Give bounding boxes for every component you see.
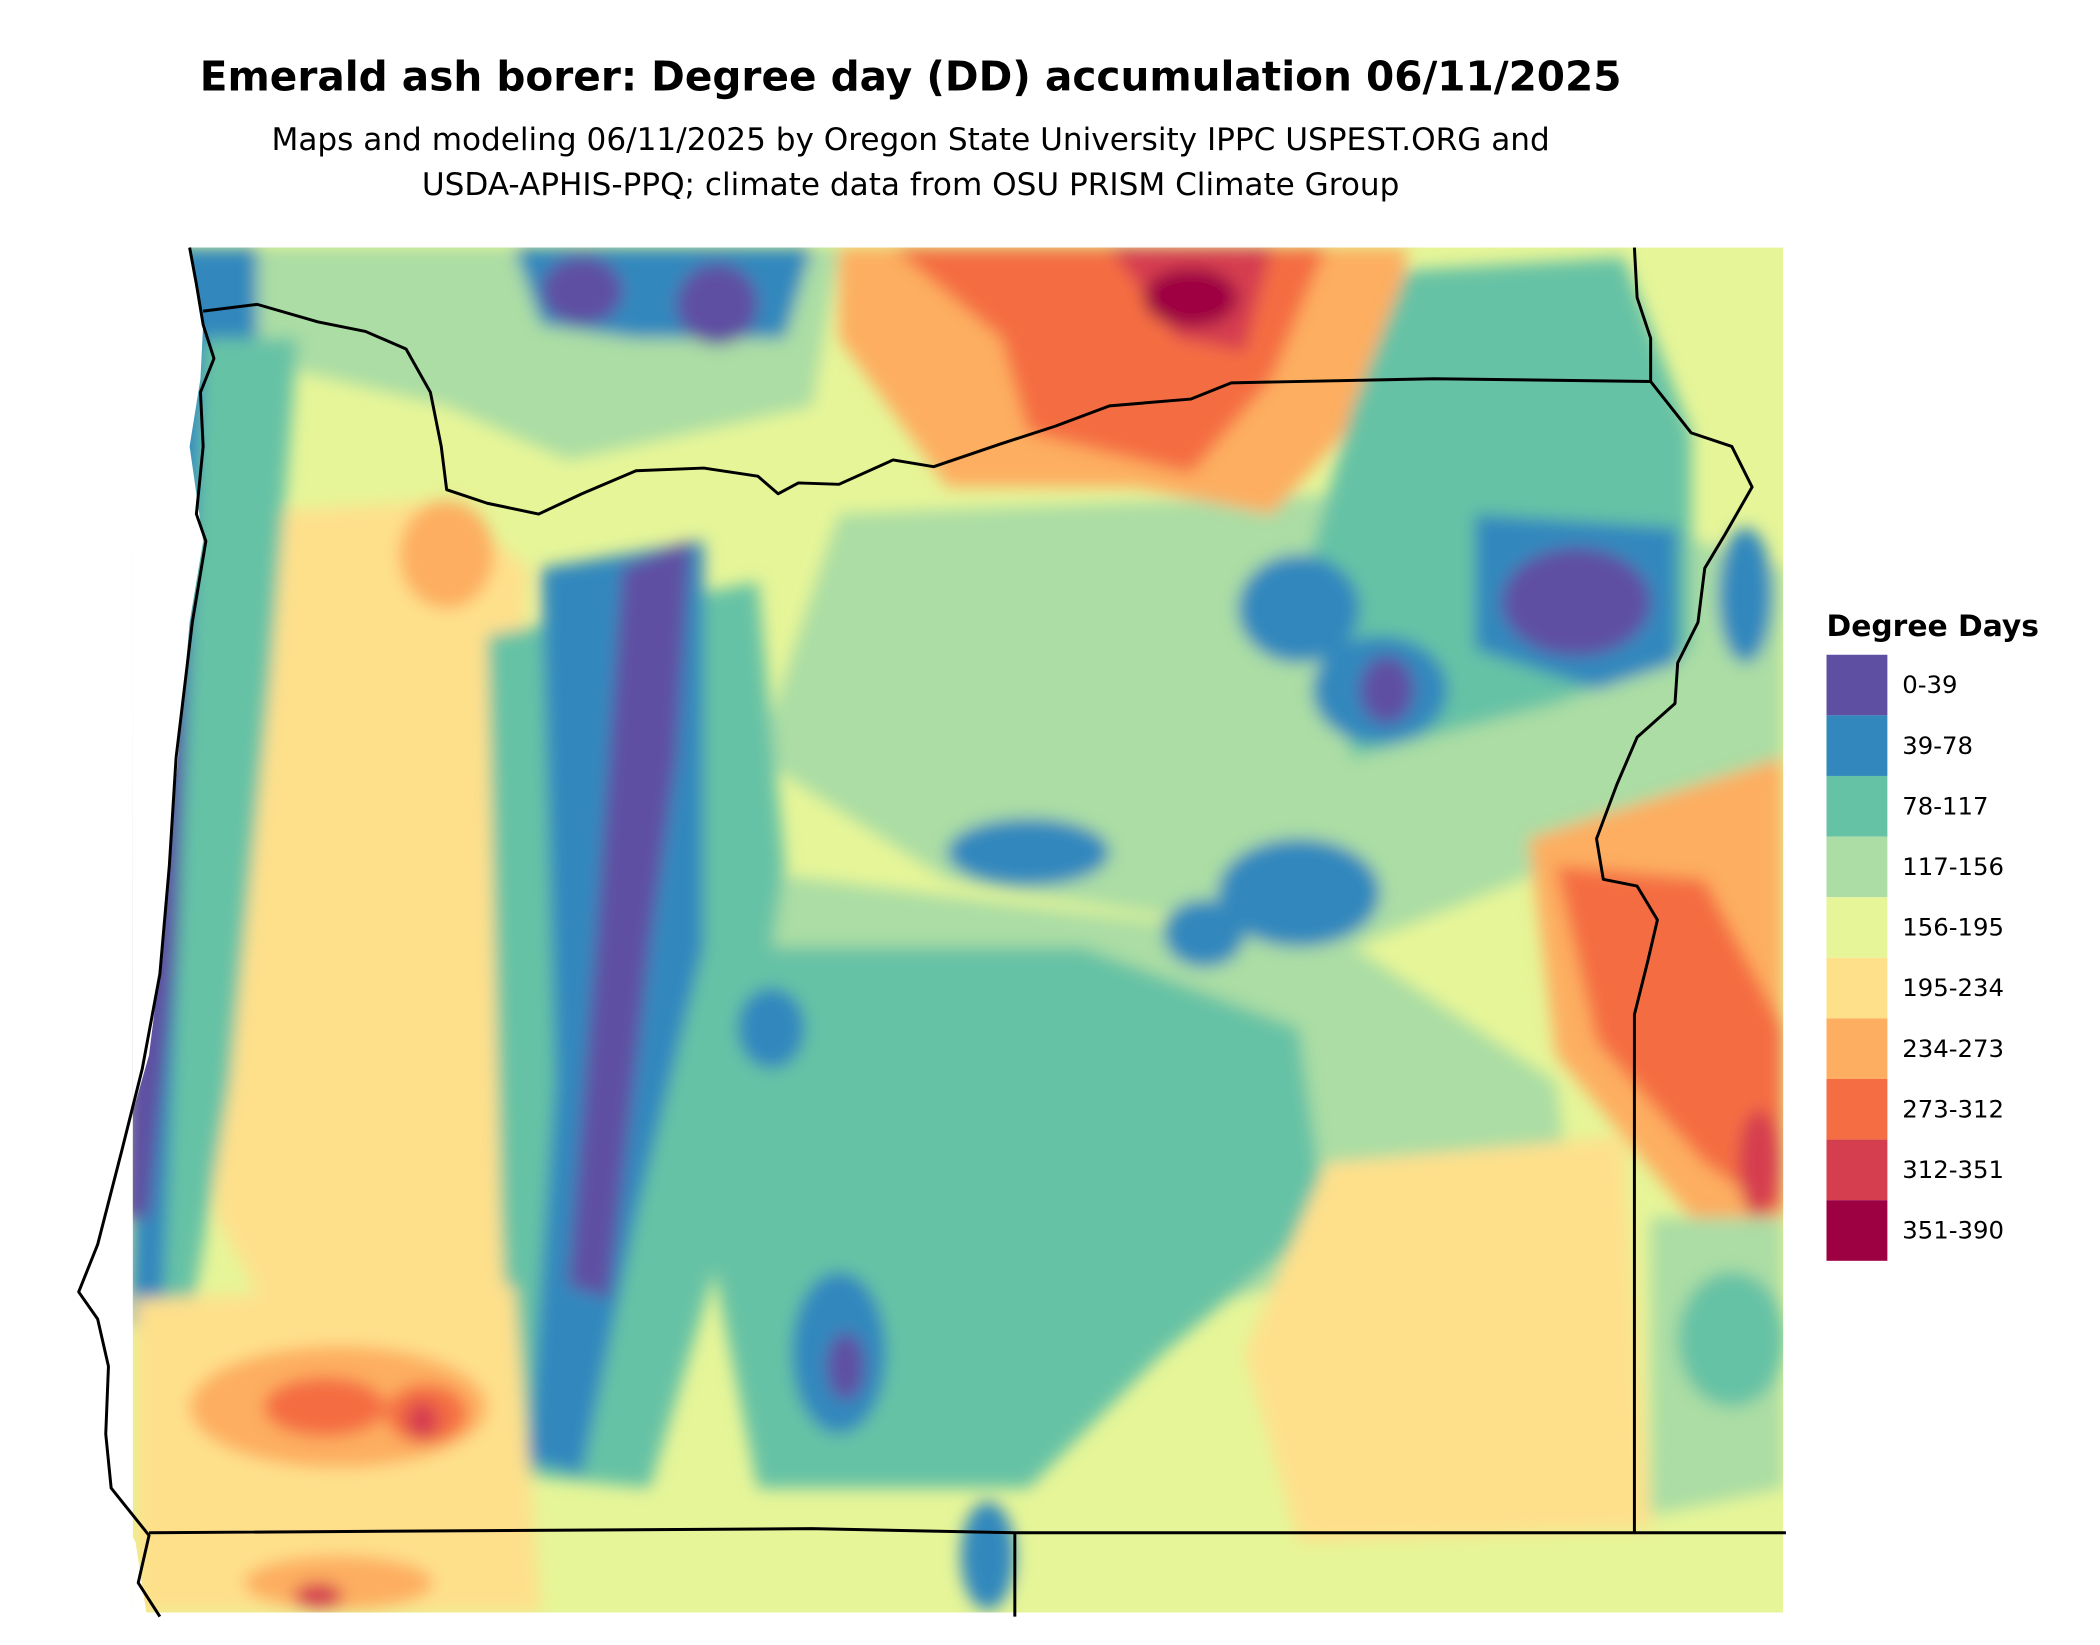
state-line bbox=[149, 1527, 1786, 1535]
legend-label: 195-234 bbox=[1902, 973, 2004, 1002]
legend-swatch bbox=[1826, 836, 1888, 898]
legend: 0-39 39-78 78-117 117-156 156-195 195-234 234-… bbox=[1826, 654, 2004, 1261]
zone bbox=[541, 257, 623, 325]
legend-label: 351-390 bbox=[1902, 1216, 2004, 1245]
zone bbox=[676, 263, 758, 345]
legend-label: 273-312 bbox=[1902, 1094, 2004, 1123]
legend-label: 39-78 bbox=[1902, 731, 1973, 760]
subtitle: Maps and modeling 06/11/2025 by Oregon S… bbox=[272, 122, 1550, 158]
subtitle: USDA-APHIS-PPQ; climate data from OSU PR… bbox=[422, 167, 1400, 203]
columbia-river bbox=[202, 302, 1651, 516]
zone bbox=[1244, 1136, 1651, 1543]
legend-label: 78-117 bbox=[1902, 791, 1988, 820]
legend-title: Degree Days bbox=[1827, 609, 2040, 644]
legend-swatch bbox=[1826, 775, 1888, 837]
zone bbox=[243, 1555, 434, 1610]
zone bbox=[203, 500, 542, 1367]
zone bbox=[960, 1501, 1015, 1610]
legend-swatch bbox=[1826, 1018, 1888, 1079]
zone bbox=[1738, 1109, 1780, 1218]
legend-label: 312-351 bbox=[1902, 1155, 2004, 1184]
zone bbox=[399, 500, 495, 609]
state-line bbox=[1595, 247, 1754, 1533]
zone bbox=[264, 1377, 386, 1437]
zone bbox=[162, 338, 298, 1326]
zone bbox=[1143, 267, 1239, 328]
map-raster bbox=[132, 247, 1784, 1613]
legend-label: 117-156 bbox=[1902, 852, 2004, 881]
zone bbox=[1718, 527, 1773, 663]
zone bbox=[568, 541, 691, 1299]
zone bbox=[1555, 865, 1784, 1218]
legend-label: 156-195 bbox=[1902, 913, 2004, 942]
coastline bbox=[77, 247, 216, 1618]
legend-swatch bbox=[1826, 715, 1888, 776]
legend-label: 234-273 bbox=[1902, 1034, 2004, 1063]
zone bbox=[826, 1332, 865, 1401]
title: Emerald ash borer: Degree day (DD) accum… bbox=[200, 53, 1622, 101]
legend-swatch bbox=[1826, 897, 1888, 958]
zone bbox=[1163, 899, 1245, 968]
legend-label: 0-39 bbox=[1902, 670, 1957, 699]
zone bbox=[737, 987, 806, 1069]
legend-swatch bbox=[1826, 957, 1888, 1019]
zone bbox=[293, 1582, 343, 1610]
legend-swatch bbox=[1826, 1139, 1888, 1201]
zone bbox=[1359, 656, 1414, 724]
zone bbox=[1501, 547, 1651, 657]
zone bbox=[406, 1401, 439, 1440]
zone bbox=[1677, 1271, 1784, 1407]
zone bbox=[1217, 838, 1381, 947]
ocean bbox=[132, 247, 204, 1613]
legend-swatch bbox=[1826, 1078, 1888, 1140]
legend-swatch bbox=[1826, 654, 1888, 716]
borders bbox=[77, 247, 1786, 1618]
zone bbox=[947, 818, 1110, 887]
legend-swatch bbox=[1826, 1200, 1888, 1261]
zone bbox=[1238, 554, 1360, 663]
